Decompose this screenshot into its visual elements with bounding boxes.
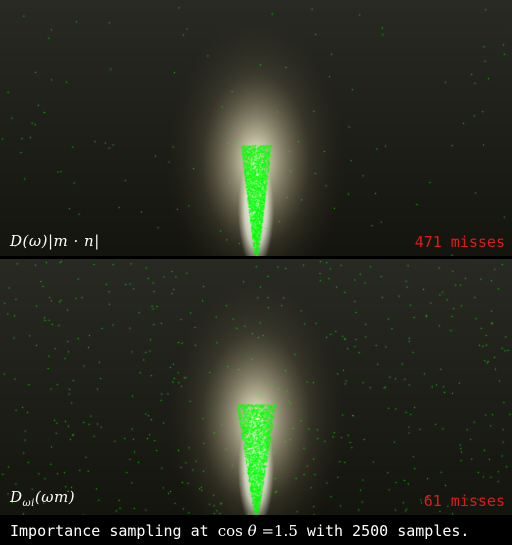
panel-divider <box>0 256 512 259</box>
lobe-render-bottom <box>0 259 512 515</box>
lobe-render-top <box>0 0 512 256</box>
misses-count-top: 471 misses <box>414 233 505 251</box>
formula-label-top: D(ω)|m · n| <box>10 232 100 250</box>
misses-count-bottom: 61 misses <box>423 492 505 510</box>
formula-label-bottom: Dωi(ωm) <box>10 488 76 509</box>
top-render-panel: D(ω)|m · n| 471 misses <box>0 0 512 256</box>
caption-text: Importance sampling at cos θ =1.5 with 2… <box>10 522 470 540</box>
bottom-render-panel: Dωi(ωm) 61 misses <box>0 259 512 515</box>
